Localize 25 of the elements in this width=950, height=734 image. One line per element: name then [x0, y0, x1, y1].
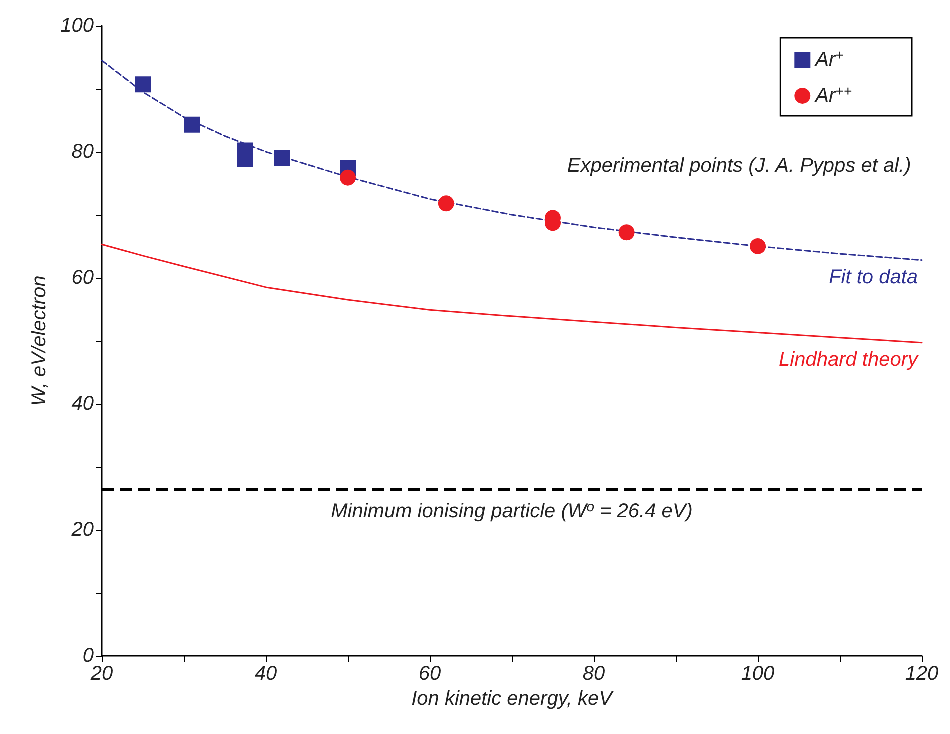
- x-tick-label: 80: [582, 663, 606, 685]
- point: [618, 224, 635, 241]
- point: [340, 170, 356, 186]
- y-tick-label: 40: [72, 393, 94, 415]
- y-tick-label: 80: [72, 141, 94, 163]
- y-tick-label: 60: [72, 267, 94, 289]
- line-series: [101, 244, 923, 344]
- x-tick-label: 40: [254, 663, 278, 685]
- y-axis-title: W, eV/electron: [28, 276, 51, 406]
- point: [750, 238, 766, 254]
- point: [135, 76, 151, 93]
- y-tick-label: 100: [60, 15, 94, 37]
- x-tick-label: 60: [418, 663, 442, 685]
- legend-label: Ar++: [814, 83, 852, 107]
- x-tick-label: 120: [905, 663, 939, 685]
- x-tick-label: 100: [741, 663, 775, 685]
- legend-label: Ar+: [814, 47, 844, 71]
- series-label: Fit to data: [829, 266, 918, 288]
- annotation: Experimental points (J. A. Pypps et al.): [567, 155, 912, 177]
- x-axis-title: Ion kinetic energy, keV: [412, 688, 614, 710]
- y-tick-label: 20: [70, 519, 94, 541]
- point: [274, 150, 290, 166]
- point: [184, 116, 200, 133]
- point: [438, 196, 454, 212]
- series-label: Lindhard theory: [779, 348, 919, 371]
